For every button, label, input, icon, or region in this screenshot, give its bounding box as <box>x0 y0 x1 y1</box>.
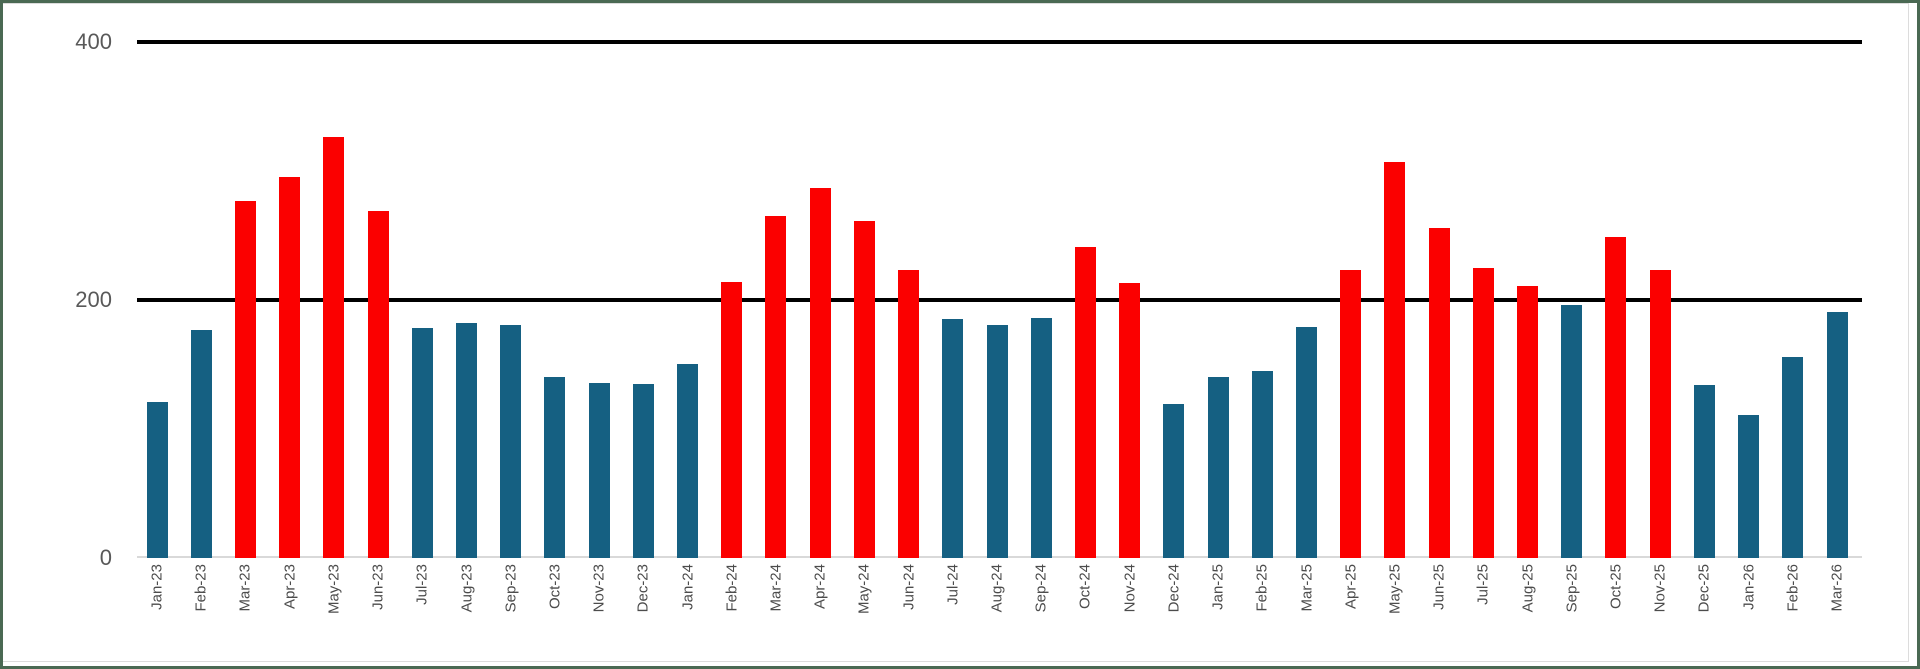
bar-Jan-25 <box>1207 377 1229 558</box>
bar-Oct-23 <box>544 377 566 558</box>
bar-Feb-23 <box>190 330 212 558</box>
x-axis-label-May-25: May-25 <box>1386 564 1404 615</box>
bar-Jun-24 <box>898 270 920 558</box>
bar-Jul-24 <box>942 319 964 558</box>
bar-Feb-25 <box>1251 371 1273 558</box>
x-axis-label-Mar-25: Mar-25 <box>1297 564 1315 612</box>
bar-Feb-24 <box>721 282 743 558</box>
x-axis-label-Jan-24: Jan-24 <box>678 564 696 610</box>
bar-Aug-23 <box>456 323 477 558</box>
bar-May-25 <box>1384 162 1406 558</box>
bar-Dec-23 <box>632 384 654 558</box>
x-axis-label-Oct-24: Oct-24 <box>1076 564 1094 610</box>
bar-Sep-23 <box>500 325 522 558</box>
bar-Jun-23 <box>367 211 389 558</box>
bar-Oct-25 <box>1605 237 1627 558</box>
bar-Apr-23 <box>279 177 301 558</box>
x-axis-label-Mar-24: Mar-24 <box>767 564 785 612</box>
x-axis-label-Feb-24: Feb-24 <box>722 564 740 612</box>
x-axis-label-Sep-24: Sep-24 <box>1032 564 1050 613</box>
bar-Aug-24 <box>986 325 1008 558</box>
bar-Mar-23 <box>234 201 256 558</box>
x-axis-label-Jul-24: Jul-24 <box>944 564 962 605</box>
bar-Mar-25 <box>1296 327 1317 558</box>
bar-Dec-24 <box>1163 404 1185 558</box>
x-axis-label-Oct-23: Oct-23 <box>546 564 564 610</box>
x-axis-label-Jun-25: Jun-25 <box>1430 564 1448 610</box>
x-axis-label-Jan-26: Jan-26 <box>1739 564 1757 610</box>
x-axis-label-Feb-25: Feb-25 <box>1253 564 1271 612</box>
y-tick-label-400: 400 <box>75 29 112 54</box>
x-axis-label-Jan-23: Jan-23 <box>148 564 166 610</box>
x-axis-label-Sep-23: Sep-23 <box>501 564 519 613</box>
x-axis-label-Nov-25: Nov-25 <box>1651 564 1669 613</box>
x-axis-label-Sep-25: Sep-25 <box>1562 564 1580 613</box>
bar-May-23 <box>323 137 345 558</box>
x-axis-label-Apr-24: Apr-24 <box>811 564 829 610</box>
bar-Jul-23 <box>411 328 433 558</box>
gridline-200 <box>137 298 1862 302</box>
bar-Sep-25 <box>1561 305 1583 558</box>
x-axis-label-Jan-25: Jan-25 <box>1209 564 1227 610</box>
bar-May-24 <box>853 221 875 558</box>
x-axis-label-Jun-23: Jun-23 <box>369 564 387 610</box>
x-axis-label-Apr-23: Apr-23 <box>280 564 298 610</box>
y-tick-label-200: 200 <box>75 287 112 312</box>
x-axis-label-Aug-23: Aug-23 <box>457 564 475 613</box>
bar-Mar-24 <box>765 216 787 558</box>
bar-Jul-25 <box>1472 268 1494 558</box>
bar-Mar-26 <box>1826 312 1848 558</box>
bar-Jan-24 <box>677 364 698 558</box>
x-axis-label-Feb-23: Feb-23 <box>192 564 210 612</box>
y-tick-label-0: 0 <box>99 545 112 570</box>
bar-Jun-25 <box>1428 228 1450 558</box>
x-axis-label-May-23: May-23 <box>325 564 343 615</box>
bar-Dec-25 <box>1693 385 1715 558</box>
x-axis-label-Dec-25: Dec-25 <box>1695 564 1713 613</box>
bar-Jan-23 <box>146 402 168 558</box>
x-axis-label-Dec-23: Dec-23 <box>634 564 652 613</box>
x-axis-label-Mar-26: Mar-26 <box>1828 564 1846 612</box>
x-axis-label-Feb-26: Feb-26 <box>1784 564 1802 612</box>
bar-Oct-24 <box>1074 247 1096 558</box>
bar-Apr-25 <box>1340 270 1362 558</box>
x-axis-label-Nov-24: Nov-24 <box>1120 564 1138 613</box>
x-axis-label-Apr-25: Apr-25 <box>1341 564 1359 610</box>
bar-Nov-24 <box>1119 283 1141 558</box>
x-axis-label-Mar-23: Mar-23 <box>236 564 254 612</box>
x-axis-label-May-24: May-24 <box>855 564 873 615</box>
x-axis-label-Aug-25: Aug-25 <box>1518 564 1536 613</box>
gridline-400 <box>137 40 1862 44</box>
bar-Nov-23 <box>588 383 610 558</box>
bar-Aug-25 <box>1517 286 1538 558</box>
bar-Sep-24 <box>1030 318 1052 558</box>
x-axis-label-Nov-23: Nov-23 <box>590 564 608 613</box>
bar-Apr-24 <box>809 188 831 558</box>
x-axis-label-Jun-24: Jun-24 <box>899 564 917 610</box>
x-axis-label-Oct-25: Oct-25 <box>1607 564 1625 610</box>
x-axis-label-Dec-24: Dec-24 <box>1165 564 1183 613</box>
bar-Feb-26 <box>1782 357 1804 558</box>
bar-Nov-25 <box>1649 270 1671 558</box>
bar-Jan-26 <box>1738 415 1760 558</box>
x-axis-label-Aug-24: Aug-24 <box>988 564 1006 613</box>
x-axis-label-Jul-25: Jul-25 <box>1474 564 1492 605</box>
x-axis-label-Jul-23: Jul-23 <box>413 564 431 605</box>
